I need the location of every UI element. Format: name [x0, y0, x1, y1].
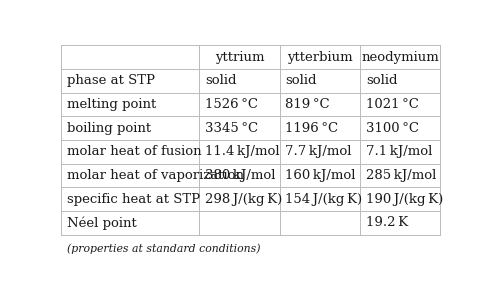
- Text: phase at STP: phase at STP: [67, 74, 155, 87]
- Text: 1196 °C: 1196 °C: [285, 122, 338, 135]
- Text: boiling point: boiling point: [67, 122, 151, 135]
- Text: ytterbium: ytterbium: [286, 51, 352, 64]
- Text: neodymium: neodymium: [361, 51, 438, 64]
- Text: solid: solid: [205, 74, 236, 87]
- Text: 285 kJ/mol: 285 kJ/mol: [365, 169, 435, 182]
- Text: yttrium: yttrium: [214, 51, 264, 64]
- Text: 160 kJ/mol: 160 kJ/mol: [285, 169, 355, 182]
- Text: specific heat at STP: specific heat at STP: [67, 193, 200, 206]
- Text: molar heat of vaporization: molar heat of vaporization: [67, 169, 244, 182]
- Text: 190 J/(kg K): 190 J/(kg K): [365, 193, 442, 206]
- Text: 154 J/(kg K): 154 J/(kg K): [285, 193, 362, 206]
- Text: 19.2 K: 19.2 K: [365, 217, 407, 229]
- Text: melting point: melting point: [67, 98, 156, 111]
- Text: molar heat of fusion: molar heat of fusion: [67, 145, 201, 159]
- Text: (properties at standard conditions): (properties at standard conditions): [67, 244, 260, 254]
- Text: solid: solid: [365, 74, 397, 87]
- Text: 3100 °C: 3100 °C: [365, 122, 418, 135]
- Text: 3345 °C: 3345 °C: [205, 122, 258, 135]
- Text: Néel point: Néel point: [67, 216, 136, 230]
- Text: 819 °C: 819 °C: [285, 98, 329, 111]
- Text: solid: solid: [285, 74, 316, 87]
- Text: 7.7 kJ/mol: 7.7 kJ/mol: [285, 145, 351, 159]
- Text: 11.4 kJ/mol: 11.4 kJ/mol: [205, 145, 279, 159]
- Text: 380 kJ/mol: 380 kJ/mol: [205, 169, 275, 182]
- Text: 1021 °C: 1021 °C: [365, 98, 418, 111]
- Text: 298 J/(kg K): 298 J/(kg K): [205, 193, 282, 206]
- Text: 7.1 kJ/mol: 7.1 kJ/mol: [365, 145, 431, 159]
- Text: 1526 °C: 1526 °C: [205, 98, 258, 111]
